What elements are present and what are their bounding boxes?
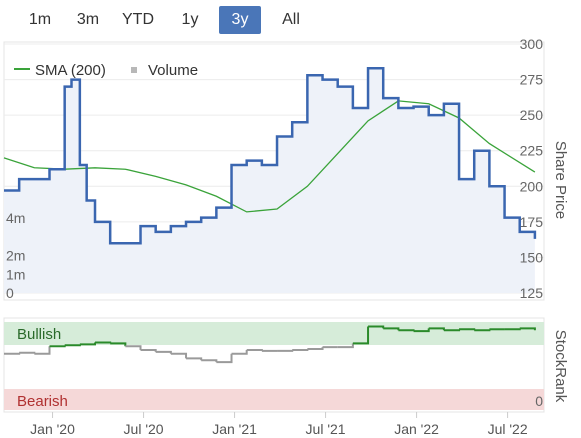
stockrank-segment [4, 352, 21, 355]
band-label-bullish: Bullish [17, 326, 61, 343]
y-tick-label: 175 [520, 214, 544, 230]
x-tick-label: Jan '20 [30, 421, 75, 437]
stockrank-segment [170, 352, 188, 359]
y-tick-label: 275 [520, 72, 544, 88]
stockrank-segment [79, 342, 97, 346]
x-tick-label: Jul '22 [488, 421, 528, 437]
x-tick-label: Jul '21 [306, 421, 346, 437]
stockrank-segment [383, 327, 400, 331]
stockrank-segment [413, 328, 430, 333]
range-button-3m[interactable]: 3m [76, 11, 100, 28]
stockrank-segment [34, 346, 51, 355]
stockrank-axis-title: StockRank [552, 330, 569, 403]
range-button-1y[interactable]: 1y [181, 11, 199, 28]
stockrank-segment [110, 342, 127, 347]
legend-sma-label: SMA (200) [35, 62, 106, 79]
stockrank-segment [186, 357, 203, 361]
band-bullish [4, 322, 544, 345]
x-tick-label: Jul '20 [124, 421, 164, 437]
y-tick-label: 150 [520, 249, 544, 265]
sma-200-line [3, 100, 536, 213]
x-tick-label: Jan '22 [394, 421, 439, 437]
stockrank-segment [368, 325, 385, 329]
range-button-all[interactable]: All [282, 11, 300, 28]
legend-volume-swatch [131, 67, 137, 73]
stockrank-segment [292, 348, 309, 351]
x-tick-label: Jan '21 [212, 421, 257, 437]
stockrank-segment [216, 353, 233, 364]
volume-tick-label: 0 [6, 285, 14, 301]
price-area [4, 68, 535, 293]
stockrank-segment [49, 345, 66, 348]
stockrank-segment [443, 329, 461, 332]
stockrank-segment [19, 351, 36, 354]
share-price-axis-title: Share Price [552, 141, 569, 219]
share-price-line [4, 66, 537, 245]
legend-volume-label: Volume [148, 62, 198, 79]
volume-tick-label: 2m [6, 248, 25, 264]
stockrank-segment [398, 329, 415, 332]
stockrank-segment [125, 345, 142, 350]
rank-tick-label: 0 [535, 393, 543, 409]
stockrank-segment [352, 326, 370, 345]
volume-tick-label: 1m [6, 266, 25, 282]
range-button-ytd[interactable]: YTD [122, 11, 154, 28]
range-selector: 1m 3m YTD 1y 3y All [0, 0, 581, 40]
stockrank-segment [140, 348, 157, 352]
stockrank-segment [277, 349, 294, 352]
stockrank-segment [95, 341, 112, 344]
band-label-bearish: Bearish [17, 393, 68, 410]
y-tick-label: 250 [520, 107, 544, 123]
stockrank-segment [474, 329, 491, 332]
stockrank-segment [64, 344, 81, 347]
y-tick-label: 125 [520, 285, 544, 301]
y-tick-label: 200 [520, 178, 544, 194]
band-bearish [4, 389, 544, 410]
range-button-3y[interactable]: 3y [219, 6, 261, 34]
stockrank-segment [504, 328, 521, 331]
stockrank-segment [231, 349, 248, 355]
volume-tick-label: 4m [6, 210, 25, 226]
stockrank-segment [519, 327, 536, 331]
stockrank-segment [337, 343, 354, 349]
stockrank-segment [246, 348, 263, 351]
stockrank-segment [459, 328, 476, 331]
y-tick-label: 300 [520, 36, 544, 52]
stockrank-segment [307, 347, 324, 351]
range-button-1m[interactable]: 1m [28, 11, 52, 28]
y-tick-label: 225 [520, 143, 544, 159]
